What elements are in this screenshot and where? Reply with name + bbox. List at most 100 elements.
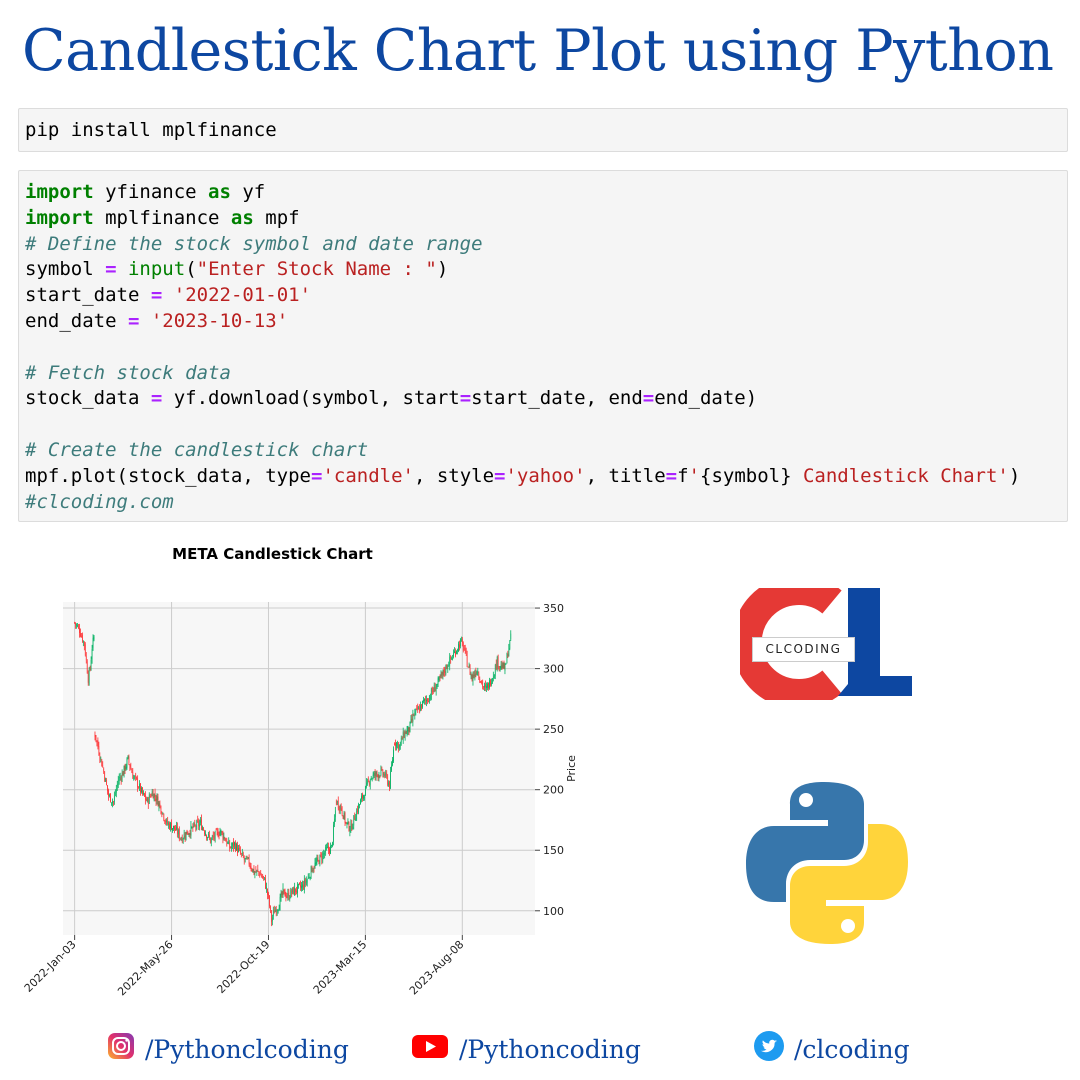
candle-body	[296, 890, 297, 892]
candle-body	[201, 819, 202, 830]
candle-body	[488, 682, 489, 689]
candle-body	[111, 802, 112, 804]
candle-body	[363, 795, 364, 799]
candle-body	[75, 622, 76, 625]
candle-body	[147, 798, 149, 805]
candle-body	[159, 803, 161, 805]
candle-body	[416, 707, 418, 709]
candle-body	[160, 805, 162, 813]
candle-body	[125, 766, 127, 769]
candle-body	[396, 742, 397, 748]
candle-body	[436, 683, 438, 688]
candle-body	[358, 804, 359, 813]
candle-body	[279, 896, 281, 910]
candle-body	[238, 848, 239, 852]
candle-body	[257, 869, 259, 871]
clcoding-logo-mark	[731, 575, 912, 709]
x-tick-label: 2022-Jan-03	[22, 938, 79, 995]
candle-body	[163, 813, 165, 820]
candle-body	[131, 770, 133, 773]
candle-body	[231, 846, 232, 849]
candle-body	[498, 666, 500, 668]
candle-body	[284, 889, 286, 897]
candle-body	[258, 871, 260, 873]
candle-body	[508, 647, 510, 657]
candle-body	[409, 721, 411, 733]
code-cell-install[interactable]: pip install mplfinance	[18, 108, 1068, 152]
social-instagram[interactable]: /Pythonclcoding	[107, 1030, 349, 1068]
candle-body	[467, 667, 469, 668]
candle-body	[495, 664, 497, 669]
candle-body	[259, 872, 261, 877]
candle-body	[242, 853, 244, 858]
candle-body	[344, 812, 346, 823]
candle-body	[225, 840, 227, 842]
candle-body	[473, 674, 475, 677]
code-token: f	[677, 464, 689, 487]
candle-body	[144, 793, 145, 797]
candle-body	[278, 908, 280, 911]
candle-body	[294, 887, 295, 896]
candle-body	[395, 743, 396, 746]
code-line: import yfinance as yf	[25, 181, 265, 203]
candle-body	[505, 664, 507, 665]
candle-body	[352, 826, 354, 830]
candle-body	[215, 829, 217, 831]
candle-body	[177, 830, 179, 835]
candle-body	[340, 804, 342, 810]
candle-body	[146, 798, 148, 802]
candle-body	[293, 887, 295, 895]
candle-body	[307, 876, 309, 879]
candle-body	[490, 680, 491, 686]
candle-body	[319, 855, 321, 866]
x-tick-label: 2023-Mar-15	[311, 938, 370, 997]
candle-body	[407, 725, 409, 732]
candle-body	[176, 826, 177, 830]
candle-body	[84, 644, 86, 656]
candle-body	[126, 758, 128, 768]
candle-body	[234, 842, 235, 846]
candle-body	[272, 910, 274, 917]
candle-body	[510, 633, 512, 640]
candle-body	[266, 887, 267, 889]
candle-body	[223, 836, 225, 839]
candle-body	[128, 756, 130, 763]
candle-body	[492, 676, 494, 679]
code-token: import	[25, 206, 94, 229]
candle-body	[471, 675, 473, 680]
candle-body	[382, 770, 384, 775]
candle-body	[373, 772, 375, 776]
candle-body	[158, 802, 160, 807]
candle-body	[116, 783, 118, 787]
candle-body	[140, 783, 141, 793]
candle-body	[246, 858, 248, 859]
candle-body	[269, 896, 270, 907]
candle-body	[424, 698, 425, 701]
candle-body	[143, 792, 144, 794]
candle-body	[480, 681, 482, 683]
code-cell-main[interactable]: import yfinance as yf import mplfinance …	[18, 170, 1068, 522]
candle-body	[249, 866, 251, 867]
candle-body	[233, 841, 234, 848]
social-twitter[interactable]: /clcoding	[754, 1030, 910, 1068]
candle-body	[306, 879, 308, 883]
plot-area	[63, 602, 535, 935]
candle-body	[235, 843, 236, 851]
candle-body	[348, 822, 350, 831]
candle-body	[325, 846, 326, 853]
candle-body	[328, 846, 329, 850]
candle-body	[107, 785, 108, 792]
candle-body	[446, 665, 448, 669]
candle-body	[265, 878, 266, 889]
social-youtube[interactable]: /Pythoncoding	[411, 1030, 641, 1068]
candle-body	[119, 777, 121, 778]
candle-body	[474, 673, 476, 678]
candle-body	[432, 691, 434, 692]
candle-body	[400, 737, 402, 742]
candle-body	[403, 732, 405, 738]
candle-body	[491, 683, 492, 685]
candle-body	[304, 879, 306, 884]
candle-body	[288, 892, 290, 900]
candle-body	[476, 671, 478, 676]
candle-body	[320, 854, 322, 856]
